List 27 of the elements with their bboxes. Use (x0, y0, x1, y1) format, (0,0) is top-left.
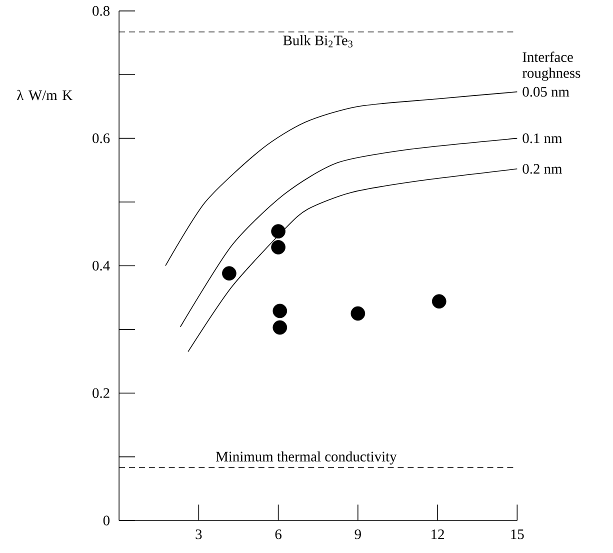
point (271, 224, 286, 238)
point (272, 320, 288, 334)
y-axis-title: λ W/m K (17, 90, 72, 100)
line-series (188, 168, 518, 352)
point (222, 266, 236, 280)
y-tick-label: 0.8 (92, 6, 110, 16)
y-tick-label: 0.6 (92, 133, 110, 144)
x-tick-label: 3 (196, 529, 202, 540)
point (272, 304, 288, 318)
point (350, 306, 366, 320)
ref-line-label: Bulk Bi$_{2}$Te$_{3}$ (283, 34, 353, 48)
x-tick-label: 15 (511, 529, 524, 539)
ref-line-label: Minimum thermal conductivity (216, 451, 397, 464)
point (432, 294, 446, 308)
series-label: 0.1 nm (522, 133, 562, 144)
line-series (165, 91, 518, 266)
point (271, 240, 286, 254)
line-series (180, 138, 518, 328)
x-tick-label: 9 (354, 529, 361, 540)
legend-title: Interface roughness (522, 51, 580, 81)
x-tick-label: 12 (432, 529, 444, 539)
y-tick-label: 0 (103, 515, 110, 526)
x-tick-label: 6 (275, 529, 282, 540)
y-tick-label: 0.4 (92, 260, 110, 270)
series-label: 0.2 nm (522, 164, 562, 174)
series-label: 0.05 nm (522, 86, 570, 97)
y-tick-label: 0.2 (92, 388, 110, 398)
